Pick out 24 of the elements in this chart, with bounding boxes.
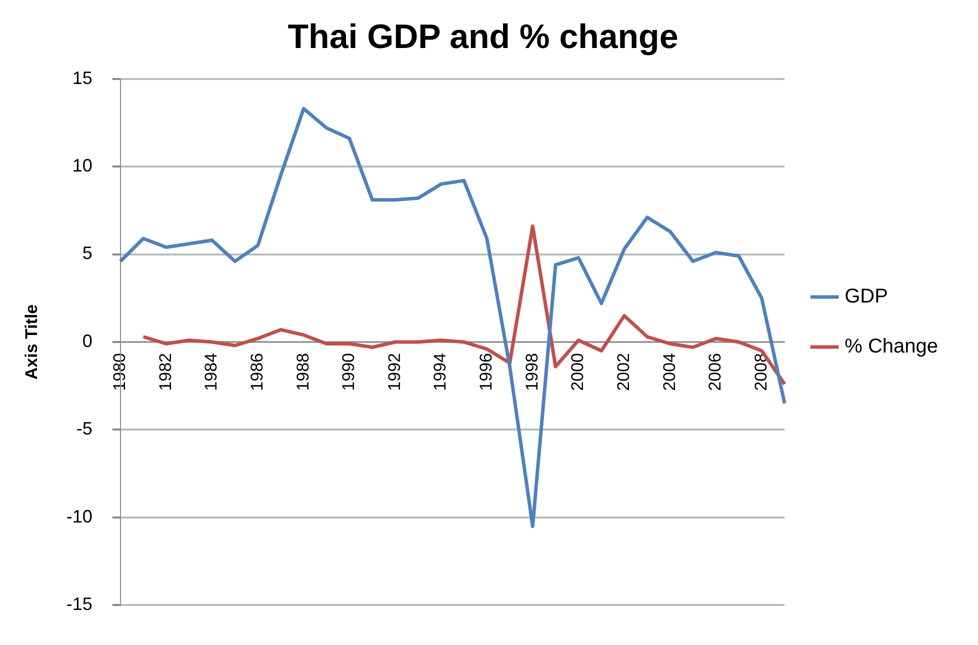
x-tick-label: 2000 [568,353,588,391]
x-tick-label: 1988 [293,353,312,391]
x-tick-label: 1984 [202,353,221,391]
x-tick-label: 1998 [522,353,542,391]
x-tick-label: 1982 [156,353,175,391]
y-tick-label: -10 [66,506,92,526]
x-tick-label: 1986 [248,353,267,391]
legend-label: % Change [844,336,938,358]
chart-title: Thai GDP and % change [288,18,678,56]
x-tick-label: 2004 [660,353,679,391]
x-tick-label: 1994 [430,353,450,391]
x-tick-label: 2002 [614,353,633,391]
y-tick-label: 15 [72,68,92,88]
y-tick-label: 5 [82,243,92,264]
y-tick-label: 0 [82,330,92,351]
x-tick-label: 1996 [476,353,496,391]
y-tick-label: -15 [66,594,92,614]
legend-label: GDP [844,286,888,308]
x-tick-label: 2006 [706,353,725,391]
x-tick-label: 1990 [339,353,358,391]
x-tick-label: 1992 [384,353,404,391]
y-tick-label: 10 [72,156,92,176]
y-tick-label: -5 [76,418,92,439]
y-axis-title: Axis Title [22,304,41,380]
